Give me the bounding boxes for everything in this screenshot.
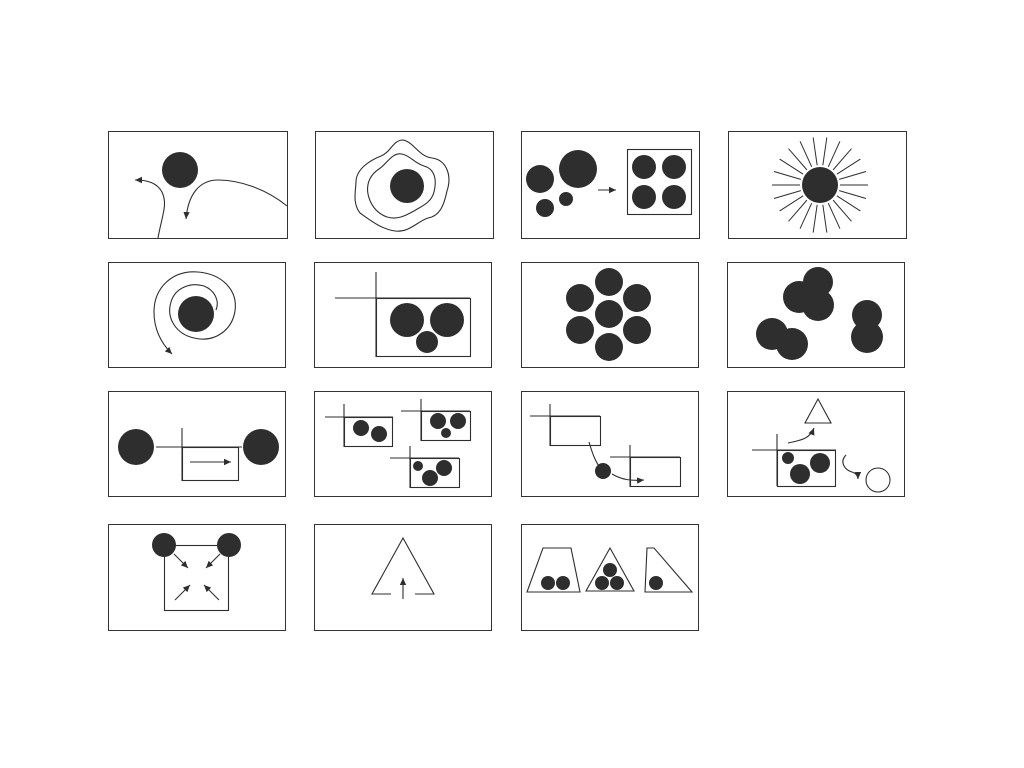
ray-line	[832, 199, 852, 222]
circle-with-diverging-arrows-icon	[134, 152, 288, 239]
panel-converging-arrows	[108, 524, 286, 631]
panel-contour-rings	[315, 131, 494, 239]
circles-in-triangles-icon	[526, 546, 694, 593]
circle-with-contour-rings-icon	[354, 139, 450, 232]
ray-line	[822, 137, 828, 166]
circle-with-radiating-lines-icon	[772, 137, 868, 233]
ray-line	[827, 202, 841, 229]
ray-line	[836, 158, 861, 175]
panel-circles-in-triangles	[521, 524, 699, 631]
circle-moving-between-frames-icon	[530, 404, 682, 488]
panel-overlapping-pairs	[727, 262, 905, 368]
circle-with-spiral-arrow-icon	[153, 271, 236, 355]
ray-line	[839, 190, 867, 200]
overlapping-circle-pairs-icon	[756, 267, 883, 360]
ray-line	[836, 195, 861, 212]
panel-three-groups	[314, 391, 492, 497]
ray-line	[779, 158, 804, 175]
panel-transformation	[727, 391, 905, 497]
panel-cluster-in-frame	[314, 262, 492, 368]
panel-flower-cluster	[521, 262, 699, 368]
ray-line	[812, 204, 818, 233]
ray-line	[779, 195, 804, 212]
ray-line	[832, 148, 852, 171]
ray-line	[799, 202, 813, 229]
triangle-with-up-arrow-icon	[371, 536, 435, 599]
ray-line	[839, 170, 867, 180]
ray-line	[827, 141, 841, 168]
panel-grouping-into-box	[521, 131, 700, 239]
panel-spiral-path	[108, 262, 286, 368]
panel-moving-between-frames	[521, 391, 699, 497]
panel-radiating-burst	[728, 131, 907, 239]
seven-circle-flower-icon	[566, 268, 651, 361]
three-framed-groups-icon	[325, 399, 472, 489]
circles-moving-into-box-icon	[526, 148, 693, 217]
converging-arrows-square-icon	[152, 533, 241, 612]
ray-line	[788, 199, 808, 222]
ray-line	[799, 141, 813, 168]
panel-triangle-up-arrow	[314, 524, 492, 631]
circles-with-transfer-box-icon	[118, 428, 279, 482]
ray-line	[788, 148, 808, 171]
panel-transfer-between	[108, 391, 286, 497]
ray-line	[812, 137, 818, 166]
circles-to-triangle-and-ring-icon	[752, 397, 891, 493]
three-circles-in-frame-icon	[335, 272, 472, 358]
panel-spreading-paths	[108, 131, 288, 239]
ray-line	[822, 204, 828, 233]
ray-line	[773, 190, 801, 200]
ray-line	[773, 170, 801, 180]
